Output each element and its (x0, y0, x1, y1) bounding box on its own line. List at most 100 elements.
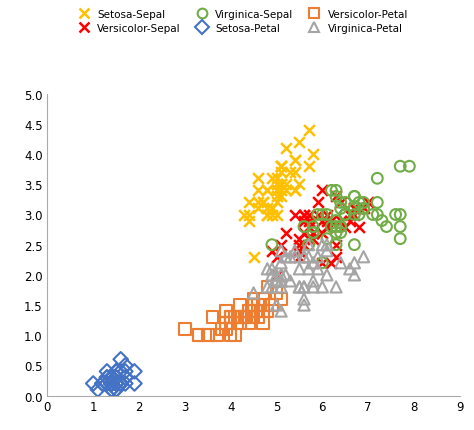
Point (310, 230, 317, 236)
Point (231, 314, 239, 321)
Point (99, 380, 106, 387)
Point (355, 224, 363, 230)
Point (273, 187, 280, 194)
Point (351, 206, 358, 212)
Point (195, 332, 202, 339)
Point (255, 187, 262, 194)
Point (222, 308, 230, 315)
Point (396, 212, 404, 218)
Point (112, 374, 120, 381)
Point (131, 380, 138, 387)
Point (296, 284, 303, 291)
Point (332, 187, 340, 194)
Point (332, 194, 340, 200)
Point (277, 187, 285, 194)
Point (296, 254, 303, 261)
Point (112, 380, 120, 387)
Point (291, 248, 299, 255)
Point (282, 187, 290, 194)
Point (268, 212, 276, 218)
Point (332, 218, 340, 224)
Point (396, 163, 404, 170)
Point (112, 368, 120, 375)
Point (195, 332, 202, 339)
Point (277, 181, 285, 188)
Point (341, 212, 349, 218)
Point (250, 302, 257, 309)
Point (355, 212, 363, 218)
Point (332, 284, 340, 291)
Point (245, 212, 253, 218)
Point (108, 374, 115, 381)
Point (108, 374, 115, 381)
Point (360, 254, 367, 261)
Point (328, 187, 335, 194)
Point (337, 200, 345, 206)
Point (300, 302, 308, 309)
Point (277, 163, 285, 170)
Point (337, 224, 345, 230)
Point (360, 206, 367, 212)
Point (291, 212, 299, 218)
Point (277, 169, 285, 176)
Point (121, 374, 129, 381)
Point (268, 206, 276, 212)
Point (108, 380, 115, 387)
Point (300, 218, 308, 224)
Point (273, 175, 280, 182)
Point (305, 242, 312, 249)
Point (112, 386, 120, 393)
Point (112, 380, 120, 387)
Point (255, 302, 262, 309)
Point (204, 332, 211, 339)
Point (273, 181, 280, 188)
Point (374, 175, 381, 182)
Point (213, 332, 221, 339)
Point (305, 218, 312, 224)
Point (277, 278, 285, 285)
Point (259, 296, 266, 303)
Point (319, 284, 326, 291)
Point (291, 157, 299, 164)
Point (112, 368, 120, 375)
Point (328, 224, 335, 230)
Point (277, 278, 285, 285)
Point (108, 380, 115, 387)
Point (259, 200, 266, 206)
Point (273, 194, 280, 200)
Point (277, 308, 285, 315)
Point (245, 308, 253, 315)
Point (117, 380, 125, 387)
Point (305, 212, 312, 218)
Point (351, 212, 358, 218)
Point (296, 236, 303, 243)
Point (300, 296, 308, 303)
Point (277, 284, 285, 291)
Point (296, 248, 303, 255)
Point (282, 145, 290, 152)
Point (286, 254, 294, 261)
Point (259, 308, 266, 315)
Point (227, 332, 235, 339)
Point (310, 284, 317, 291)
Point (259, 302, 266, 309)
Point (277, 163, 285, 170)
Point (227, 314, 235, 321)
Point (273, 181, 280, 188)
Point (305, 163, 312, 170)
Point (259, 308, 266, 315)
Point (245, 314, 253, 321)
Point (300, 284, 308, 291)
Point (396, 224, 404, 230)
Point (310, 230, 317, 236)
Point (310, 151, 317, 158)
Point (108, 380, 115, 387)
Point (264, 308, 271, 315)
Point (351, 272, 358, 279)
Point (305, 224, 312, 230)
Point (117, 380, 125, 387)
Point (255, 175, 262, 182)
Point (236, 314, 244, 321)
Point (236, 314, 244, 321)
Point (273, 278, 280, 285)
